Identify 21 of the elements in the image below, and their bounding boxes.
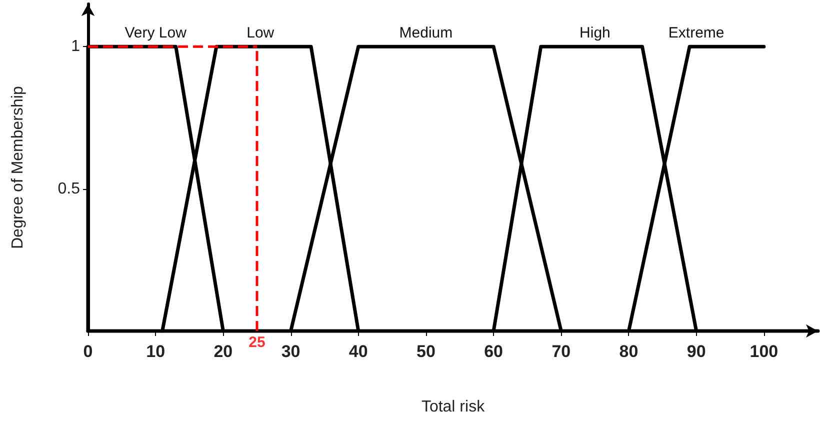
x-axis-title: Total risk — [421, 398, 486, 416]
x-tick-label: 50 — [416, 342, 436, 361]
x-tick-label: 20 — [214, 342, 233, 361]
series-label: Very Low — [124, 24, 187, 42]
series-label: Medium — [399, 24, 453, 42]
x-tick-label: 40 — [348, 342, 368, 361]
x-tick-label: 60 — [484, 342, 504, 361]
x-tick-label: 0 — [83, 342, 93, 361]
ref-line-label: 25 — [248, 334, 266, 351]
x-tick-label: 30 — [281, 342, 300, 361]
series-label: Low — [246, 24, 274, 42]
x-tick-label: 80 — [619, 342, 638, 361]
x-tick-label: 10 — [146, 342, 166, 361]
y-axis-title: Degree of Membership — [10, 86, 26, 249]
series-label: Extreme — [668, 24, 724, 42]
y-tick-label: 1 — [71, 38, 80, 56]
y-tick-label: 0.5 — [58, 180, 80, 198]
x-tick-label: 90 — [686, 342, 706, 361]
x-tick-label: 100 — [750, 342, 778, 361]
series-label: High — [580, 24, 610, 42]
x-tick-label: 70 — [552, 342, 571, 361]
